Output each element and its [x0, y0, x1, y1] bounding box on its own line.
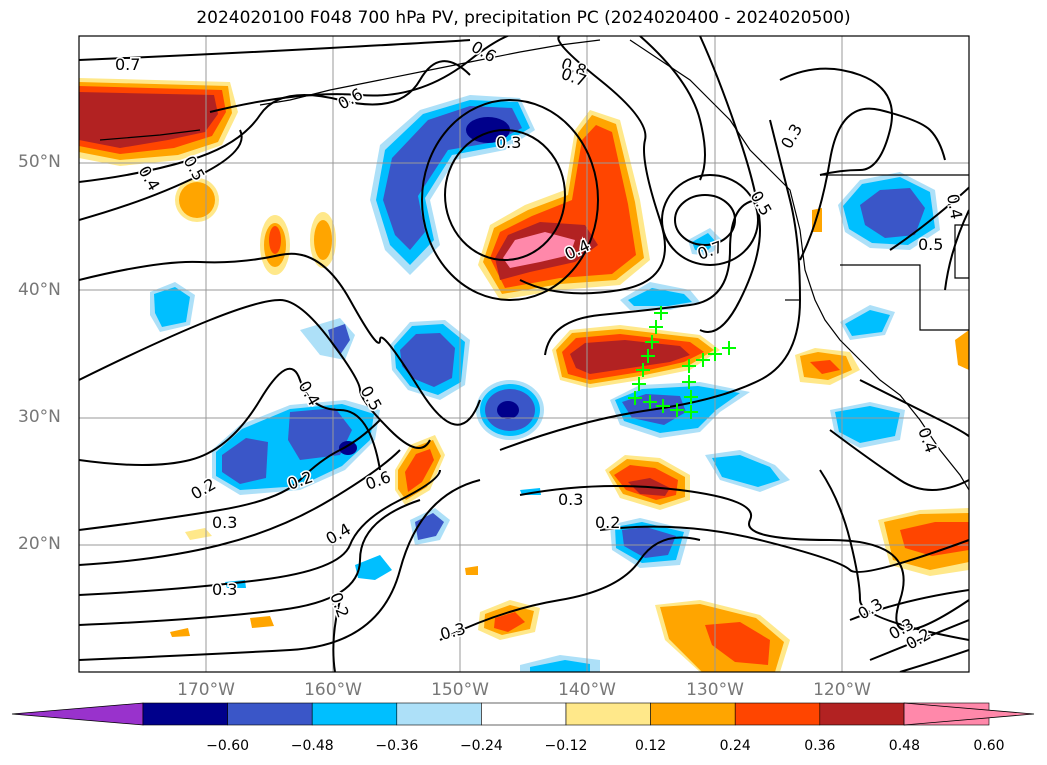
colorbar-tick-label: −0.60 [206, 738, 250, 754]
colorbar-bin [142, 702, 228, 726]
lat-label-30n: 30°N [18, 407, 61, 427]
colorbar-tick-label: −0.12 [544, 738, 588, 754]
contour-label: 0.3 [558, 490, 583, 509]
colorbar-tick-label: −0.36 [375, 738, 419, 754]
contour-label: 0.3 [212, 513, 237, 532]
gridlines [79, 36, 969, 672]
colorbar-bin [734, 702, 821, 726]
colorbar-extend-max [903, 702, 1035, 726]
colorbar-extend-min [11, 702, 144, 726]
contour-label: 0.3 [212, 580, 237, 599]
colorbar-tick-label: −0.24 [459, 738, 503, 754]
coastlines [99, 39, 969, 491]
colorbar-tick-label: 0.12 [635, 738, 667, 754]
contour-label: 0.7 [115, 55, 140, 74]
track-markers [628, 306, 736, 419]
colorbar-tick-label: 0.36 [804, 738, 836, 754]
colorbar-tick-label: 0.60 [973, 738, 1005, 754]
lon-label-170w: 170°W [177, 680, 235, 700]
lon-label-120w: 120°W [813, 680, 871, 700]
contour-label: 0.3 [496, 133, 521, 152]
figure-title: 2024020100 F048 700 hPa PV, precipitatio… [196, 8, 851, 28]
contour-label: 0.2 [595, 513, 620, 532]
contour-label: 0.5 [918, 235, 943, 254]
lon-label-150w: 150°W [431, 680, 489, 700]
colorbar-bin [819, 702, 905, 726]
colorbar-bin [311, 702, 398, 726]
colorbar-tick-label: −0.48 [290, 738, 334, 754]
lat-label-40n: 40°N [18, 280, 61, 300]
colorbar-bin [227, 702, 313, 726]
map-frame [78, 35, 970, 673]
lon-label-130w: 130°W [686, 680, 744, 700]
colorbar [11, 702, 1035, 726]
pv-contours [79, 36, 969, 672]
lat-label-50n: 50°N [18, 152, 61, 172]
lat-label-20n: 20°N [18, 534, 61, 554]
colorbar-bin [565, 702, 651, 726]
colorbar-tick-label: 0.24 [719, 738, 751, 754]
colorbar-tick-label: 0.48 [888, 738, 920, 754]
colorbar-bin [396, 702, 482, 726]
lon-label-140w: 140°W [558, 680, 616, 700]
colorbar-bin [650, 702, 736, 726]
lon-label-160w: 160°W [304, 680, 362, 700]
colorbar-bin [481, 702, 567, 726]
